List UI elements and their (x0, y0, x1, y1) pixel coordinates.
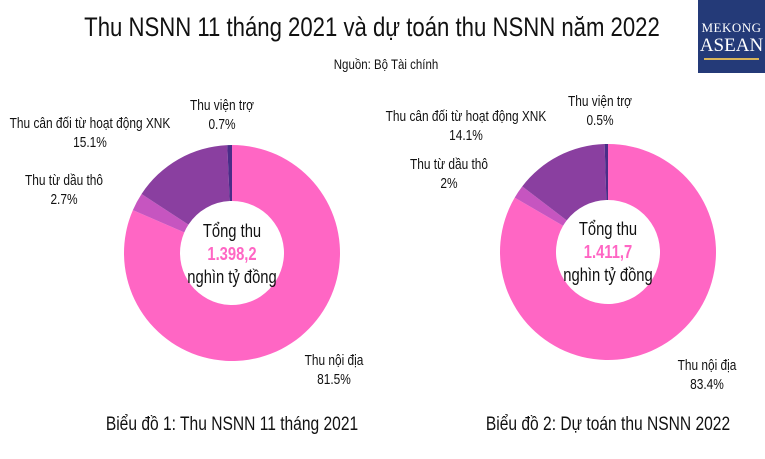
donut2-slice-0 (500, 144, 716, 361)
donut2-slice-3 (604, 144, 608, 201)
source-note: Nguồn: Bộ Tài chính (333, 56, 439, 72)
center-total-1: Tổng thu 1.398,2 nghìn tỷ đồng (187, 221, 277, 287)
donut2-slice-2 (522, 144, 607, 221)
chart-title: Thu NSNN 11 tháng 2021 và dự toán thu NS… (84, 12, 660, 42)
label-noi-dia-2: Thu nội địa 83.4% (677, 358, 737, 393)
label-xnk-2: Thu cân đối từ hoạt động XNK 14.1% (385, 109, 547, 144)
label-vien-tro-1: Thu viện trợ 0.7% (190, 98, 254, 133)
label-dau-tho-1: Thu từ dầu thô 2.7% (24, 173, 104, 208)
label-vien-tro-2: Thu viện trợ 0.5% (568, 94, 632, 129)
label-dau-tho-2: Thu từ dầu thô 2% (409, 157, 489, 192)
donut1-slice-0 (124, 145, 341, 362)
donut2-slice-1 (514, 186, 567, 226)
subtitle-1: Biểu đồ 1: Thu NSNN 11 tháng 2021 (105, 414, 359, 435)
donut1-slice-2 (141, 145, 230, 225)
label-noi-dia-1: Thu nội địa 81.5% (304, 353, 364, 388)
center-total-2: Tổng thu 1.411,7 nghìn tỷ đồng (563, 219, 653, 285)
donut1-slice-1 (132, 193, 189, 233)
mekong-asean-logo: MEKONG ASEAN (698, 0, 765, 73)
subtitle-2: Biểu đồ 2: Dự toán thu NSNN 2022 (485, 414, 731, 435)
label-xnk-1: Thu cân đối từ hoạt động XNK 15.1% (9, 116, 171, 151)
donut1-slice-3 (227, 145, 232, 202)
